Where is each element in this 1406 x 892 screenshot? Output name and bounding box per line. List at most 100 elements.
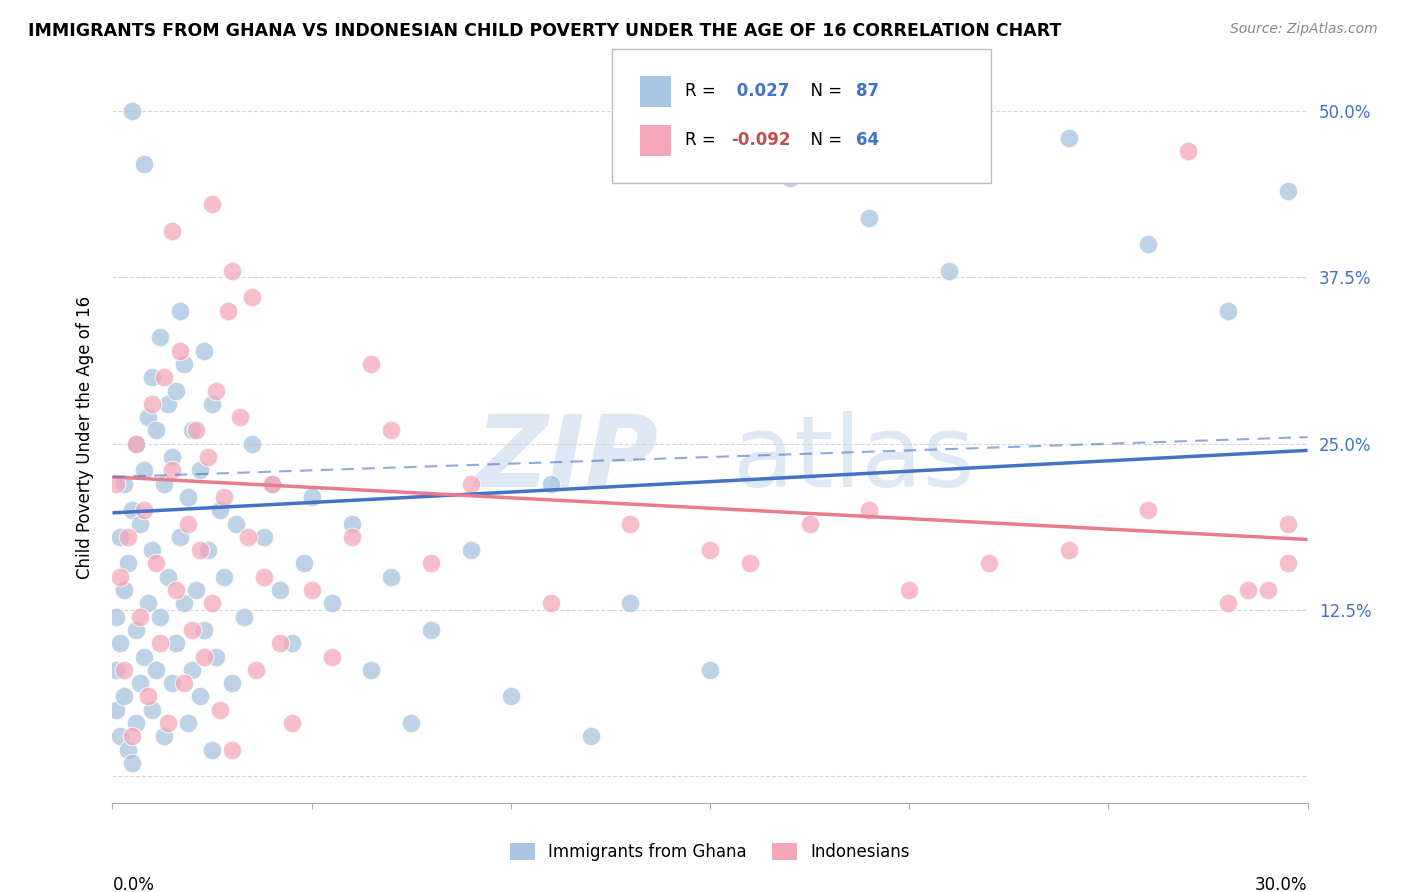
Point [253,570,276,584]
Point [1277,557,1299,571]
Point [1277,184,1299,198]
Point [579,729,602,743]
Point [380,424,402,438]
Point [162,463,183,477]
Point [145,557,167,571]
Point [193,649,215,664]
Point [165,384,187,398]
Point [188,543,211,558]
Point [212,490,235,504]
Point [125,623,148,637]
Point [186,424,208,438]
Point [420,623,443,637]
Point [1277,516,1299,531]
Point [799,516,821,531]
Point [141,703,163,717]
Point [253,530,276,544]
Point [301,582,323,597]
Point [197,543,219,558]
Point [110,636,132,650]
Point [898,582,921,597]
Text: IMMIGRANTS FROM GHANA VS INDONESIAN CHILD POVERTY UNDER THE AGE OF 16 CORRELATIO: IMMIGRANTS FROM GHANA VS INDONESIAN CHIL… [28,22,1062,40]
Point [157,570,180,584]
Point [177,516,200,531]
Point [114,663,135,677]
Point [181,663,204,677]
Y-axis label: Child Poverty Under the Age of 16: Child Poverty Under the Age of 16 [76,295,94,579]
Point [229,410,252,425]
Point [1137,503,1160,517]
Point [460,476,482,491]
Point [177,490,200,504]
Point [165,636,187,650]
Point [1216,303,1239,318]
Point [134,157,156,171]
Point [134,463,156,477]
Point [105,476,128,491]
Point [221,676,243,690]
Point [173,596,195,610]
Point [169,530,191,544]
Point [177,716,200,731]
Point [499,690,522,704]
Text: Source: ZipAtlas.com: Source: ZipAtlas.com [1230,22,1378,37]
Point [141,397,163,411]
Point [129,676,152,690]
Point [201,742,224,756]
Point [209,503,232,517]
Point [245,663,267,677]
Point [121,503,143,517]
Point [236,530,259,544]
Point [340,516,363,531]
Point [157,716,180,731]
Point [121,104,143,119]
Text: 30.0%: 30.0% [1256,876,1308,892]
Point [240,436,263,450]
Point [110,570,132,584]
Point [1057,131,1080,145]
Point [699,543,721,558]
Point [129,516,152,531]
Text: atlas: atlas [733,410,974,508]
Point [201,397,224,411]
Point [233,609,256,624]
Point [1257,582,1279,597]
Point [153,476,176,491]
Point [149,330,172,344]
Point [125,436,148,450]
Point [162,450,183,464]
Point [380,570,402,584]
Point [129,609,152,624]
Point [269,582,291,597]
Point [209,703,232,717]
Point [181,623,204,637]
Point [134,649,156,664]
Point [260,476,283,491]
Point [162,676,183,690]
Point [105,703,128,717]
Point [117,530,139,544]
Point [121,729,143,743]
Point [205,649,228,664]
Point [138,410,160,425]
Point [401,716,423,731]
Point [260,476,283,491]
Text: ZIP: ZIP [475,410,658,508]
Point [169,343,191,358]
Point [321,596,343,610]
Point [340,530,363,544]
Point [145,424,167,438]
Point [165,582,187,597]
Point [114,476,135,491]
Point [1057,543,1080,558]
Text: 0.027: 0.027 [731,82,790,101]
Legend: Immigrants from Ghana, Indonesians: Immigrants from Ghana, Indonesians [503,836,917,868]
Point [188,463,211,477]
Point [221,742,243,756]
Point [1137,237,1160,252]
Point [699,663,721,677]
Point [125,436,148,450]
Text: N =: N = [800,82,848,101]
Point [858,211,880,225]
Point [360,357,382,371]
